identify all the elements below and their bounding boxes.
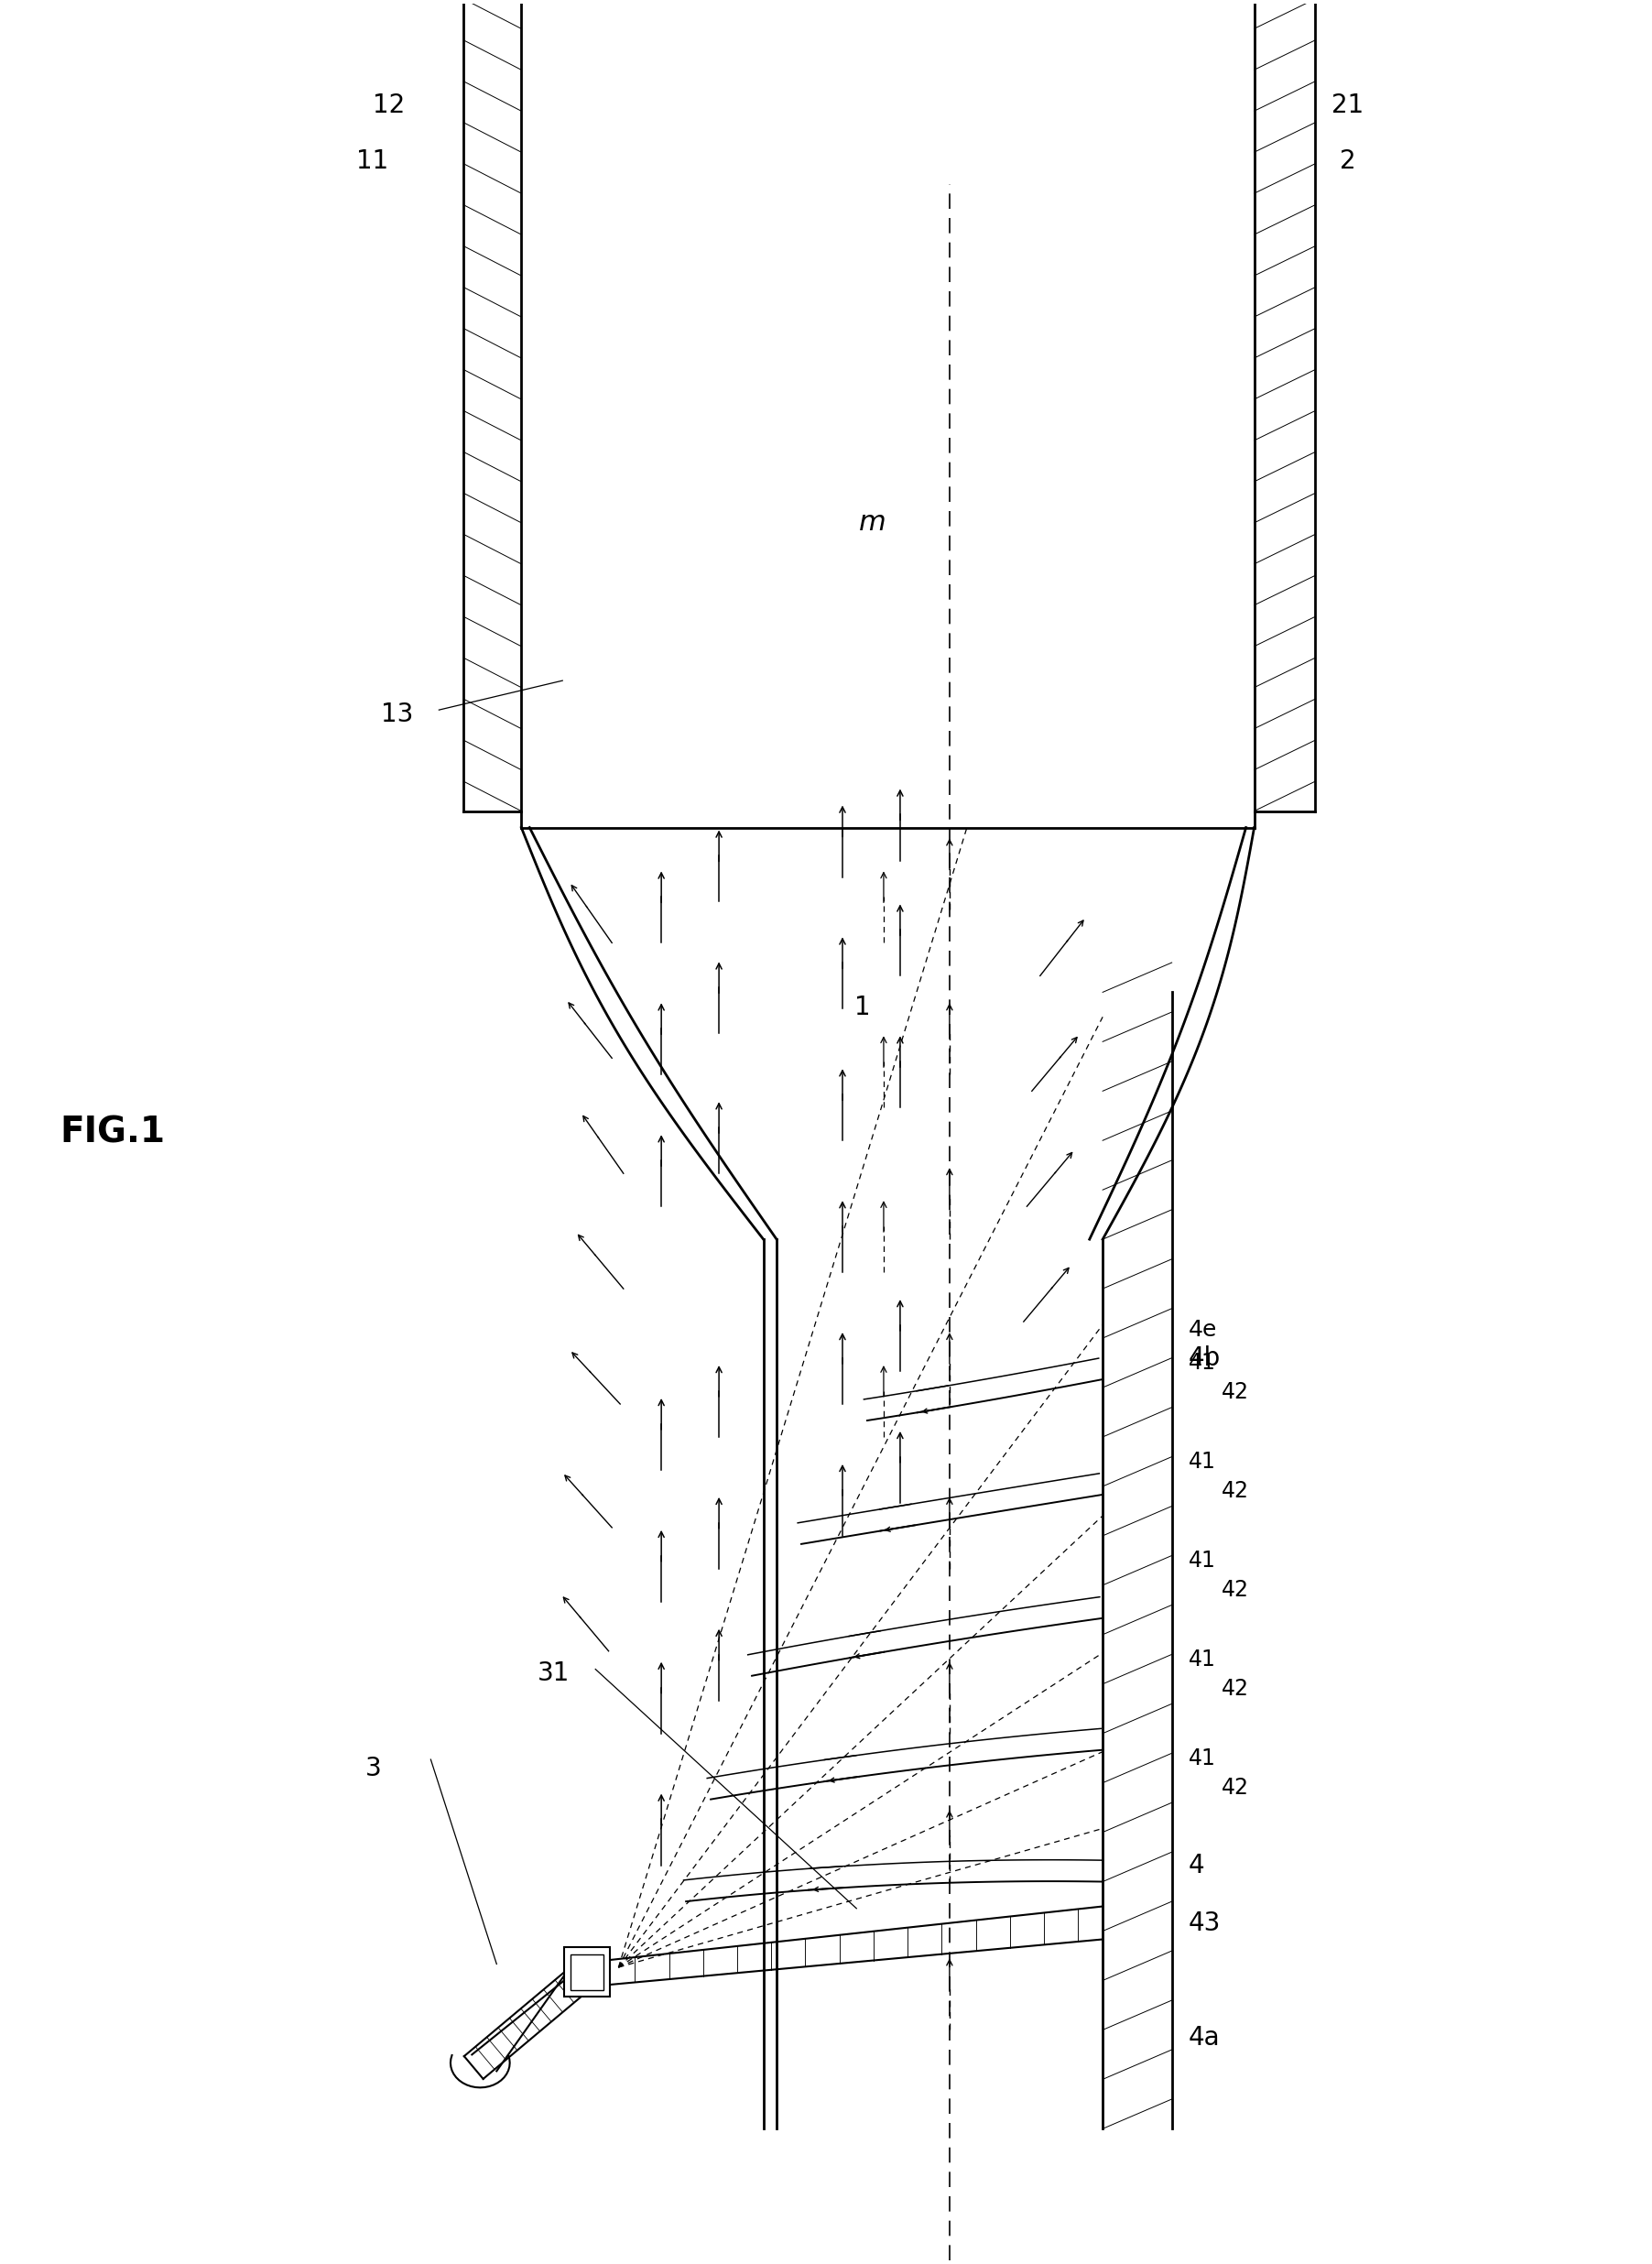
Text: 41: 41 <box>1188 1549 1216 1571</box>
Text: 42: 42 <box>1221 1678 1249 1700</box>
Text: 11: 11 <box>357 149 388 174</box>
Text: 41: 41 <box>1188 1451 1216 1472</box>
Text: 3: 3 <box>365 1755 382 1782</box>
Text: 31: 31 <box>539 1662 570 1687</box>
Text: 41: 41 <box>1188 1352 1216 1374</box>
Bar <box>563 1947 610 1997</box>
Text: 42: 42 <box>1221 1777 1249 1800</box>
Bar <box>570 1954 603 1990</box>
Text: 12: 12 <box>373 93 405 118</box>
Text: 2: 2 <box>1340 149 1356 174</box>
Text: 41: 41 <box>1188 1748 1216 1768</box>
Text: 4a: 4a <box>1188 2026 1221 2051</box>
Text: 13: 13 <box>382 702 413 727</box>
Text: 42: 42 <box>1221 1580 1249 1601</box>
Text: 21: 21 <box>1332 93 1365 118</box>
Text: 42: 42 <box>1221 1381 1249 1404</box>
Text: 4b: 4b <box>1188 1345 1221 1370</box>
Text: FIG.1: FIG.1 <box>59 1114 165 1150</box>
Text: 4e: 4e <box>1188 1320 1218 1340</box>
Text: m: m <box>859 509 885 537</box>
Text: 1: 1 <box>854 996 871 1021</box>
Text: 43: 43 <box>1188 1911 1221 1936</box>
Text: 41: 41 <box>1188 1648 1216 1671</box>
Text: 4: 4 <box>1188 1852 1204 1879</box>
Text: 42: 42 <box>1221 1481 1249 1503</box>
